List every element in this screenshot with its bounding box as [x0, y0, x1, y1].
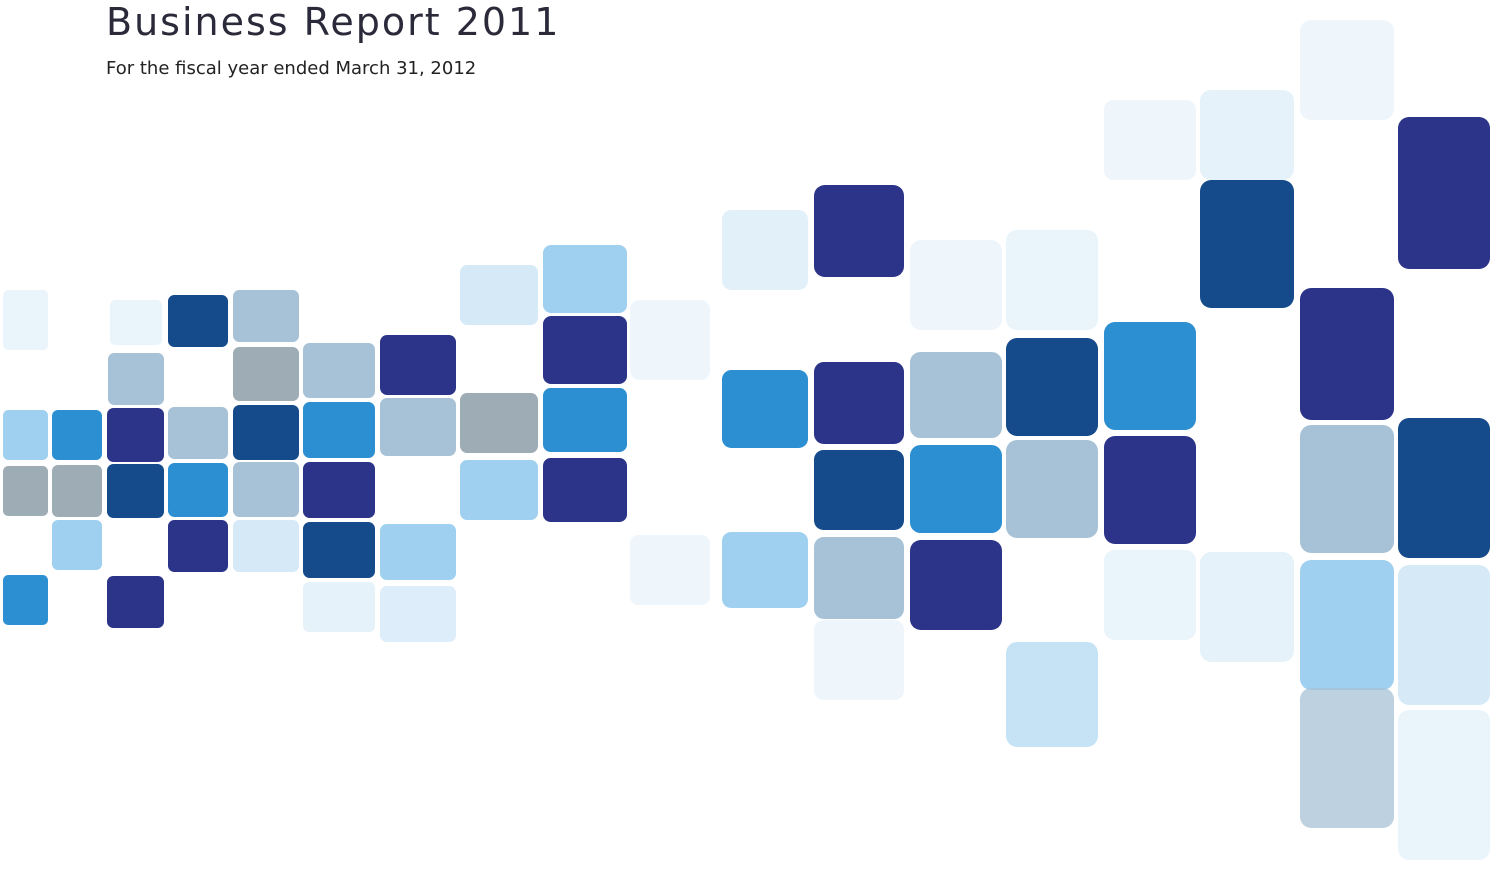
tile	[168, 295, 228, 347]
tile	[168, 407, 228, 459]
tile	[1300, 688, 1394, 828]
tile	[380, 586, 456, 642]
tile	[1104, 322, 1196, 430]
tile	[1300, 425, 1394, 553]
tile	[543, 458, 627, 522]
tile	[1006, 338, 1098, 436]
tile	[233, 462, 299, 517]
tile	[460, 460, 538, 520]
tile	[303, 402, 375, 458]
tile	[1398, 710, 1490, 860]
tile	[3, 290, 48, 350]
tile-graphic	[0, 0, 1496, 877]
tile	[303, 343, 375, 398]
tile	[460, 393, 538, 453]
tile	[52, 465, 102, 517]
tile	[1300, 288, 1394, 420]
tile	[3, 410, 48, 460]
report-title: Business Report 2011	[106, 0, 560, 44]
tile	[814, 362, 904, 444]
tile	[52, 520, 102, 570]
tile	[3, 575, 48, 625]
tile	[233, 347, 299, 401]
tile	[1300, 20, 1394, 120]
tile	[722, 532, 808, 608]
tile	[460, 265, 538, 325]
tile	[1200, 552, 1294, 662]
report-subtitle: For the fiscal year ended March 31, 2012	[106, 58, 476, 79]
tile	[110, 300, 162, 345]
tile	[1398, 418, 1490, 558]
tile	[303, 522, 375, 578]
tile	[233, 290, 299, 342]
tile	[910, 540, 1002, 630]
tile	[1006, 440, 1098, 538]
tile	[107, 464, 164, 518]
tile	[108, 353, 164, 405]
tile	[722, 210, 808, 290]
tile	[380, 398, 456, 456]
tile	[1300, 560, 1394, 690]
tile	[910, 240, 1002, 330]
tile	[107, 576, 164, 628]
tile	[814, 620, 904, 700]
tile	[168, 520, 228, 572]
tile	[814, 185, 904, 277]
tile	[814, 450, 904, 530]
tile	[543, 316, 627, 384]
tile	[1398, 117, 1490, 269]
tile	[1006, 642, 1098, 747]
tile	[1104, 100, 1196, 180]
tile	[233, 405, 299, 460]
tile	[168, 463, 228, 517]
tile	[380, 335, 456, 395]
tile	[233, 520, 299, 572]
tile	[630, 535, 710, 605]
tile	[1006, 230, 1098, 330]
tile	[910, 445, 1002, 533]
tile	[380, 524, 456, 580]
tile	[722, 370, 808, 448]
page: Business Report 2011 For the fiscal year…	[0, 0, 1496, 877]
tile	[1104, 436, 1196, 544]
tile	[1200, 180, 1294, 308]
tile	[543, 388, 627, 452]
tile	[910, 352, 1002, 438]
tile	[814, 537, 904, 619]
tile	[107, 408, 164, 462]
tile	[3, 466, 48, 516]
tile	[52, 410, 102, 460]
tile	[1398, 565, 1490, 705]
tile	[303, 582, 375, 632]
tile	[303, 462, 375, 518]
tile	[1200, 90, 1294, 180]
tile	[1104, 550, 1196, 640]
tile	[630, 300, 710, 380]
tile	[543, 245, 627, 313]
